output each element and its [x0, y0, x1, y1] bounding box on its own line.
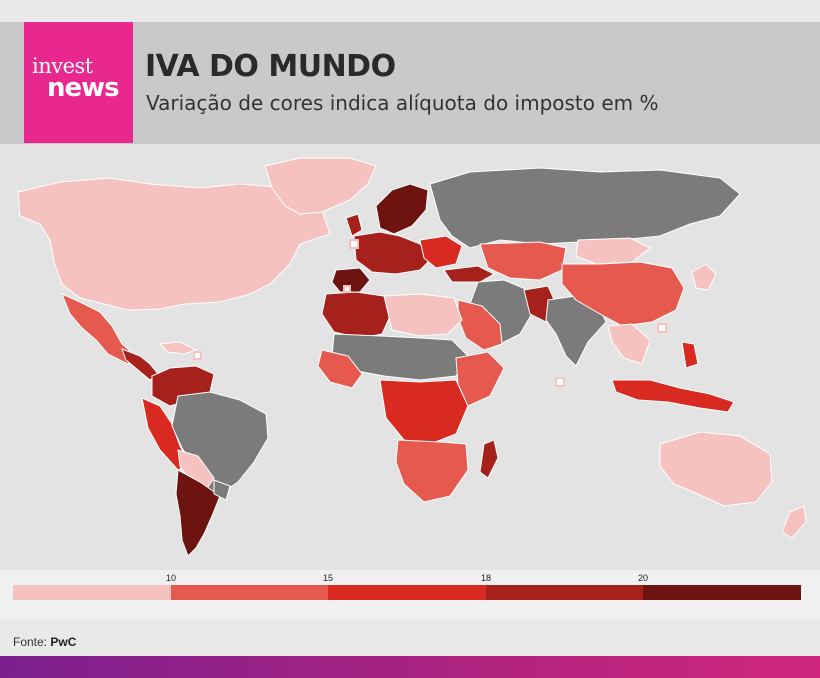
region-iberia — [331, 267, 371, 293]
region-uk — [345, 213, 363, 237]
island-marker — [555, 377, 565, 387]
region-new-zealand — [781, 505, 807, 539]
legend-tick: 20 — [637, 573, 649, 583]
region-eastern-europe — [419, 235, 463, 269]
header-bar — [0, 22, 820, 144]
region-greenland — [264, 157, 377, 215]
top-strip — [0, 0, 820, 22]
region-japan-korea — [691, 263, 717, 291]
legend-swatch — [328, 585, 486, 600]
legend-tick: 18 — [480, 573, 492, 583]
island-marker — [657, 323, 667, 333]
legend-swatch — [13, 585, 171, 600]
legend-tick: 10 — [165, 573, 177, 583]
region-north-america — [17, 177, 331, 311]
footer-bar — [0, 656, 820, 678]
region-mongolia — [575, 237, 651, 265]
region-north-africa-west — [321, 291, 393, 339]
region-madagascar — [479, 439, 499, 479]
island-marker — [193, 351, 202, 360]
logo-line1: invest — [32, 54, 93, 78]
logo-line2: news — [47, 73, 120, 103]
region-argentina-chile — [175, 469, 221, 557]
region-china — [561, 261, 685, 327]
page-subtitle: Variação de cores indica alíquota do imp… — [146, 91, 659, 115]
legend-color-bar — [13, 585, 801, 600]
region-russia — [429, 167, 741, 249]
region-southern-africa — [395, 439, 469, 503]
investnews-logo: invest news — [24, 22, 133, 143]
region-east-africa — [455, 351, 505, 407]
island-marker — [349, 239, 359, 249]
source-note: Fonte: PwC — [13, 635, 76, 649]
region-western-europe — [353, 231, 433, 275]
region-caribbean — [158, 341, 198, 355]
region-australia — [659, 431, 773, 507]
legend-swatch — [170, 585, 329, 600]
region-uruguay — [213, 479, 231, 501]
legend-swatch — [485, 585, 644, 600]
region-scandinavia — [375, 183, 429, 235]
legend: 10 15 18 20 — [0, 570, 820, 620]
region-north-africa-east — [383, 293, 463, 337]
region-central-africa — [379, 379, 469, 445]
legend-tick: 15 — [322, 573, 334, 583]
page-title: IVA DO MUNDO — [145, 49, 396, 84]
legend-swatch — [643, 585, 801, 600]
region-west-africa — [317, 349, 363, 389]
source-value: PwC — [50, 635, 77, 649]
source-label: Fonte: — [13, 635, 48, 649]
region-turkey — [443, 265, 496, 283]
world-map — [0, 144, 820, 570]
region-southeast-asia — [607, 323, 651, 365]
region-indonesia — [611, 379, 735, 413]
island-marker — [343, 285, 351, 293]
world-map-svg — [17, 157, 807, 557]
region-philippines — [681, 341, 699, 369]
region-central-asia — [479, 241, 567, 281]
region-brazil — [171, 391, 269, 495]
